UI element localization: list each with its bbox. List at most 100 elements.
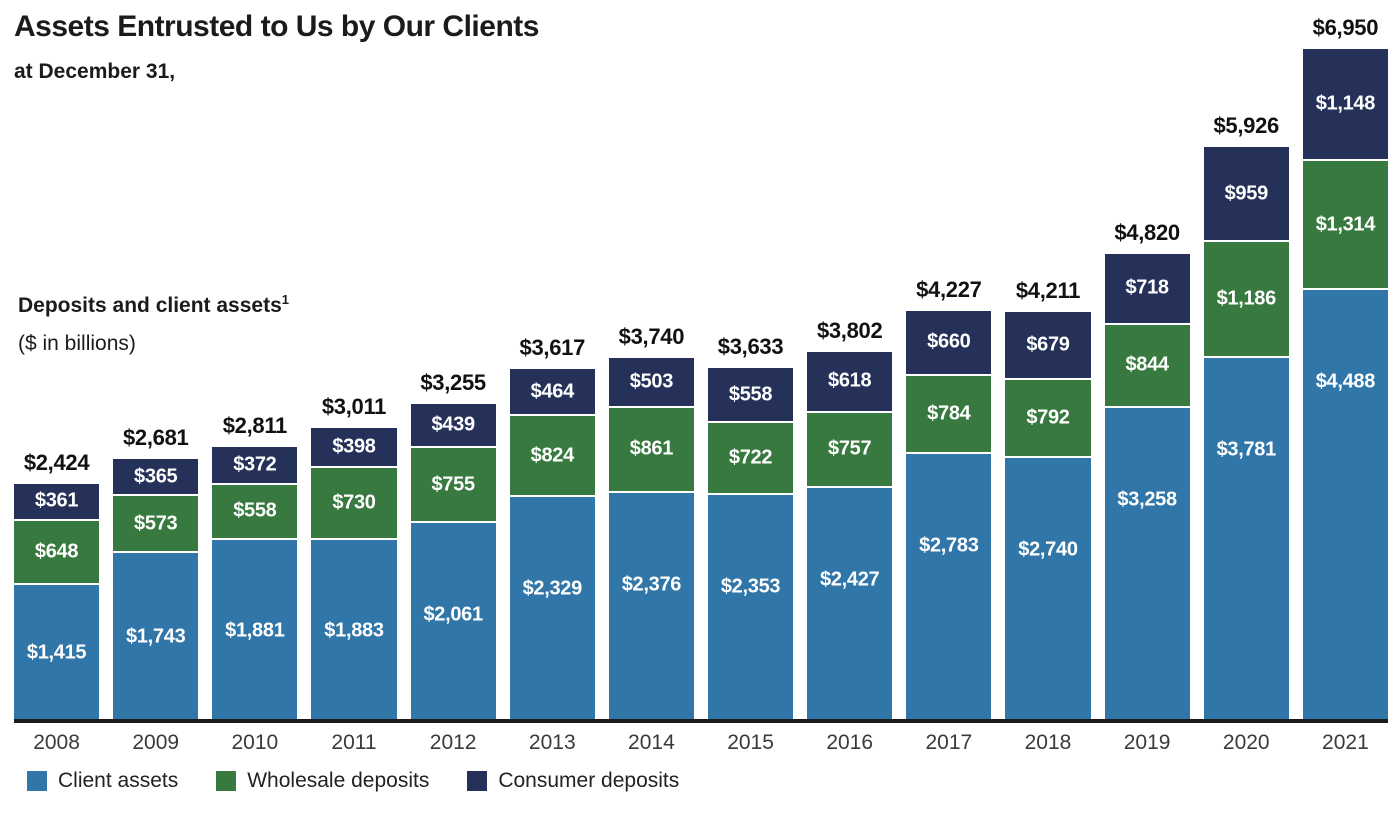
chart-title: Assets Entrusted to Us by Our Clients — [14, 10, 539, 43]
segment-client-assets-2020: $3,781 — [1203, 357, 1289, 721]
value-label: $1,881 — [225, 619, 285, 642]
segment-client-assets-2013: $2,329 — [509, 497, 595, 721]
bar-2015: $3,633 $558 $722 $2,353 — [707, 334, 794, 721]
legend-item-consumer-deposits: Consumer deposits — [467, 769, 679, 793]
legend-label: Consumer deposits — [498, 769, 680, 792]
total-label-2009: $2,681 — [122, 425, 189, 451]
value-label: $365 — [134, 465, 178, 488]
value-label: $558 — [233, 499, 277, 522]
x-tick-2021: 2021 — [1322, 731, 1369, 754]
total-label-2008: $2,424 — [23, 450, 90, 476]
segment-consumer-deposits-2014: $503 — [608, 357, 694, 408]
value-label: $439 — [431, 413, 475, 436]
x-tick-2010: 2010 — [231, 731, 279, 754]
value-label: $2,783 — [919, 534, 979, 557]
x-tick-2019: 2019 — [1123, 731, 1171, 754]
legend-label: Wholesale deposits — [247, 769, 430, 792]
total-label-2021: $6,950 — [1312, 15, 1379, 41]
value-label: $573 — [134, 512, 178, 535]
total-label-2013: $3,617 — [519, 335, 586, 361]
segment-wholesale-deposits-2010: $558 — [212, 484, 298, 541]
segment-wholesale-deposits-2009: $573 — [113, 496, 199, 554]
segment-wholesale-deposits-2013: $824 — [509, 415, 595, 498]
value-label: $660 — [927, 330, 971, 353]
segment-wholesale-deposits-2017: $784 — [906, 376, 992, 454]
value-label: $792 — [1026, 406, 1070, 429]
x-tick-2008: 2008 — [33, 731, 80, 754]
segment-client-assets-2010: $1,881 — [212, 540, 298, 721]
value-label: $2,427 — [820, 568, 880, 591]
bar-2016: $3,802 $618 $757 $2,427 — [807, 318, 893, 721]
bar-2019: $4,820 $718 $844 $3,258 — [1104, 219, 1190, 721]
value-label: $398 — [332, 435, 376, 458]
value-label: $648 — [34, 540, 79, 563]
value-label: $2,376 — [621, 573, 682, 596]
legend-label: Client assets — [58, 769, 179, 792]
value-label: $844 — [1125, 353, 1169, 376]
bar-2013: $3,617 $464 $824 $2,329 — [509, 335, 595, 721]
value-label: $1,314 — [1315, 213, 1376, 235]
segment-client-assets-2019: $3,258 — [1104, 407, 1190, 721]
segment-wholesale-deposits-2012: $755 — [410, 448, 496, 523]
segment-consumer-deposits-2011: $398 — [311, 427, 397, 468]
segment-consumer-deposits-2010: $372 — [212, 446, 298, 485]
x-tick-2016: 2016 — [826, 731, 874, 754]
value-label: $959 — [1224, 182, 1269, 205]
segment-consumer-deposits-2012: $439 — [410, 404, 496, 449]
bar-2012: $3,255 $439 $755 $2,061 — [410, 370, 496, 721]
value-label: $1,415 — [26, 641, 87, 664]
segment-client-assets-2011: $1,883 — [311, 540, 397, 721]
value-label: $464 — [530, 380, 575, 403]
value-label: $2,061 — [423, 603, 483, 626]
value-label: $755 — [431, 473, 475, 496]
legend-swatch-icon — [467, 771, 488, 791]
footnote-marker: 1 — [281, 292, 289, 307]
value-label: $861 — [629, 437, 674, 460]
bar-2021: $6,950 $1,148 $1,314 $4,488 — [1302, 15, 1388, 721]
segment-client-assets-2015: $2,353 — [707, 494, 794, 721]
x-tick-2014: 2014 — [628, 731, 675, 754]
value-label: $1,743 — [126, 625, 186, 648]
bar-2010: $2,811 $372 $558 $1,881 — [212, 412, 298, 721]
segment-wholesale-deposits-2016: $757 — [807, 412, 893, 488]
total-label-2014: $3,740 — [618, 323, 685, 349]
value-label: $361 — [34, 489, 79, 512]
x-axis-baseline — [14, 719, 1388, 723]
total-label-2010: $2,811 — [222, 412, 288, 438]
legend: Client assets Wholesale deposits Consumer … — [27, 769, 679, 793]
segment-client-assets-2016: $2,427 — [807, 487, 893, 721]
legend-swatch-icon — [216, 771, 237, 791]
bar-2008: $2,424 $361 $648 $1,415 — [14, 450, 100, 721]
total-label-2018: $4,211 — [1015, 278, 1081, 304]
total-label-2019: $4,820 — [1114, 219, 1180, 245]
value-label: $3,258 — [1117, 488, 1177, 511]
segment-wholesale-deposits-2020: $1,186 — [1203, 241, 1289, 358]
bar-2020: $5,926 $959 $1,186 $3,781 — [1203, 113, 1289, 721]
segment-consumer-deposits-2009: $365 — [113, 459, 199, 497]
segment-consumer-deposits-2015: $558 — [707, 367, 794, 424]
value-label: $2,740 — [1018, 538, 1078, 561]
x-tick-2009: 2009 — [132, 731, 180, 754]
value-label: $558 — [728, 383, 773, 406]
bar-2014: $3,740 $503 $861 $2,376 — [608, 323, 694, 721]
bar-2011: $3,011 $398 $730 $1,883 — [311, 393, 397, 721]
segment-client-assets-2014: $2,376 — [608, 492, 694, 721]
y-axis-label: Deposits and client assets1 ($ in billio… — [18, 281, 289, 363]
plot-area: $2,424 $361 $648 $1,415 $2,681 $365 $573 $1,743… — [14, 15, 1388, 721]
bar-2017: $4,227 $660 $784 $2,783 — [906, 277, 992, 721]
segment-client-assets-2008: $1,415 — [14, 585, 100, 721]
segment-client-assets-2012: $2,061 — [410, 522, 496, 721]
segment-wholesale-deposits-2011: $730 — [311, 467, 397, 541]
segment-consumer-deposits-2016: $618 — [807, 351, 893, 413]
segment-wholesale-deposits-2019: $844 — [1104, 324, 1190, 408]
segment-consumer-deposits-2017: $660 — [906, 310, 992, 377]
value-label: $757 — [828, 437, 872, 460]
legend-item-wholesale-deposits: Wholesale deposits — [216, 769, 429, 793]
segment-wholesale-deposits-2015: $722 — [707, 423, 794, 495]
y-axis-label-line2: ($ in billions) — [18, 332, 136, 355]
total-label-2011: $3,011 — [321, 393, 387, 419]
value-label: $784 — [927, 402, 971, 425]
segment-wholesale-deposits-2021: $1,314 — [1302, 161, 1388, 290]
legend-swatch-icon — [27, 771, 47, 791]
